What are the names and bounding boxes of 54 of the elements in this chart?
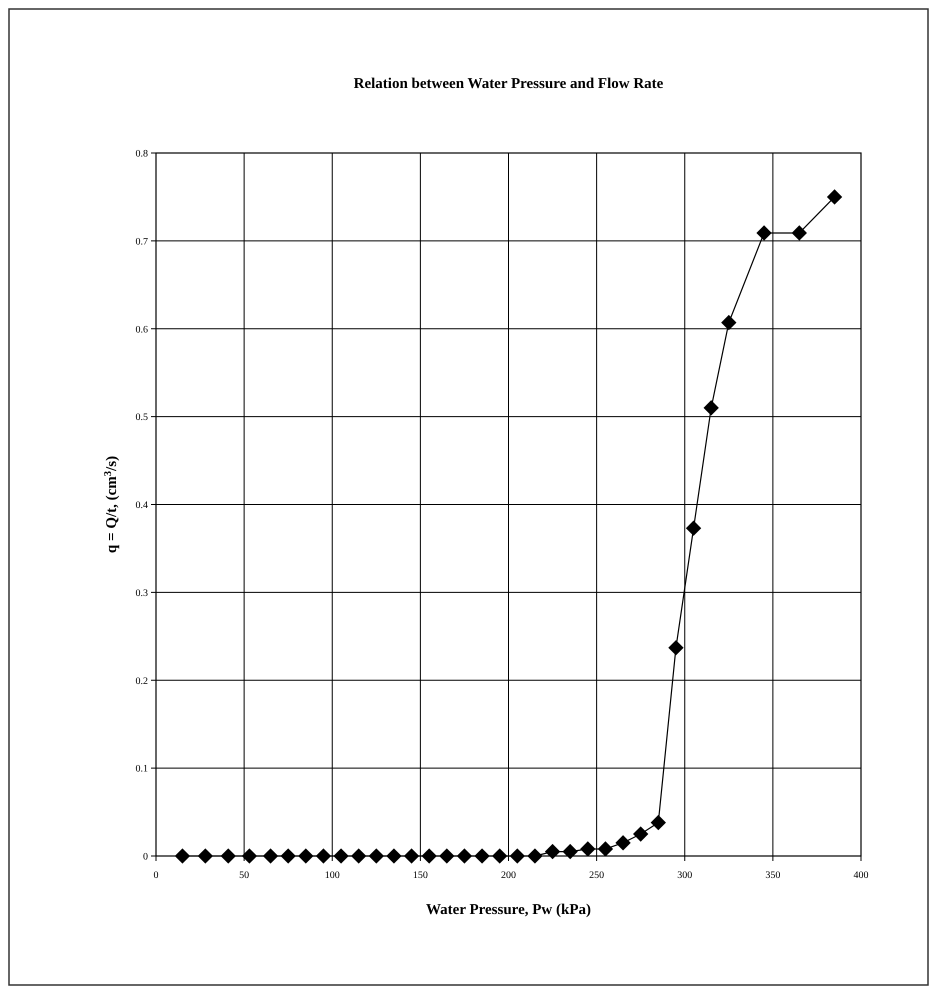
y-tick-label: 0.7 xyxy=(136,236,148,248)
x-tick-label: 200 xyxy=(501,870,516,881)
y-tick-label: 0.6 xyxy=(136,324,148,336)
point xyxy=(598,841,614,857)
point xyxy=(220,848,236,864)
point xyxy=(704,400,719,416)
point xyxy=(580,841,596,857)
point xyxy=(422,848,437,864)
point xyxy=(386,848,402,864)
x-tick-label: 0 xyxy=(154,870,158,881)
point xyxy=(262,848,278,864)
point xyxy=(333,848,349,864)
chart-title: Relation between Water Pressure and Flow Rate xyxy=(354,76,664,92)
y-tick-label: 0.5 xyxy=(136,412,148,424)
point xyxy=(368,848,384,864)
y-tick-label: 0.4 xyxy=(136,500,148,511)
point xyxy=(456,848,472,864)
x-tick-label: 150 xyxy=(412,870,428,881)
point xyxy=(351,848,366,864)
point xyxy=(756,225,772,241)
point xyxy=(527,848,543,864)
point xyxy=(174,848,190,864)
point xyxy=(404,848,420,864)
y-tick-label: 0.1 xyxy=(136,764,148,775)
x-tick-label: 300 xyxy=(677,870,692,881)
point xyxy=(650,814,666,830)
point xyxy=(316,848,332,864)
point xyxy=(826,189,842,205)
point xyxy=(510,848,525,864)
x-tick-label: 250 xyxy=(589,870,604,881)
point xyxy=(474,848,490,864)
point xyxy=(280,848,296,864)
point xyxy=(492,848,508,864)
x-tick-label: 400 xyxy=(854,870,868,881)
point xyxy=(615,835,631,850)
point xyxy=(721,314,736,330)
point xyxy=(242,848,258,864)
point xyxy=(668,640,684,656)
point xyxy=(562,844,578,860)
point xyxy=(544,844,560,860)
point xyxy=(298,848,314,864)
y-tick-label: 0.2 xyxy=(136,676,148,687)
point xyxy=(792,225,807,241)
x-axis-title: Water Pressure, Pw (kPa) xyxy=(426,902,591,918)
y-tick-label: 0.3 xyxy=(136,588,148,599)
point xyxy=(439,848,454,864)
x-tick-label: 50 xyxy=(239,870,250,881)
y-tick-label: 0 xyxy=(143,852,148,862)
x-tick-label: 350 xyxy=(765,870,780,881)
x-tick-label: 100 xyxy=(324,870,340,881)
point xyxy=(686,520,702,536)
point xyxy=(198,848,214,864)
point xyxy=(633,826,648,842)
y-tick-label: 0.8 xyxy=(136,148,148,160)
